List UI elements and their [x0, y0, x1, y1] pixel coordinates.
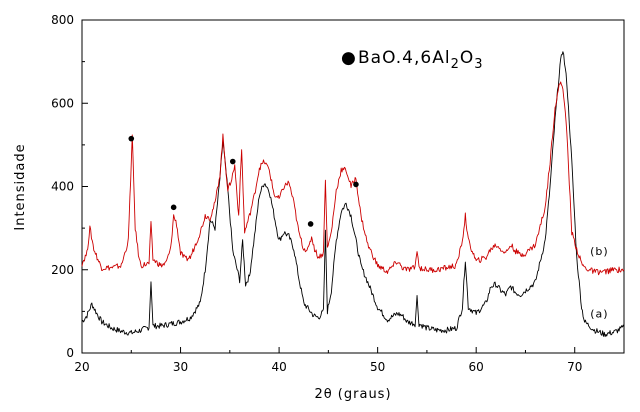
y-tick-label-3: 600 [51, 96, 74, 110]
peak-marker-2 [229, 158, 236, 165]
y-axis-title: Intensidade [13, 143, 28, 230]
x-axis: 20 30 40 50 60 70 [74, 347, 582, 374]
plot-frame [81, 19, 625, 354]
legend-subscript-1: 2 [451, 57, 460, 72]
legend-marker: ● [341, 48, 357, 68]
y-tick-label-0: 0 [66, 346, 74, 360]
legend: ● BaO.4,6Al2O3 [341, 48, 484, 72]
series-line-1 [81, 81, 625, 276]
peak-marker-4 [353, 181, 359, 188]
annotation-group [128, 135, 359, 227]
legend-label-main: BaO.4,6Al [358, 48, 451, 68]
peak-marker-0 [128, 135, 135, 142]
x-tick-label-2: 40 [271, 360, 286, 374]
peak-marker-1 [170, 204, 177, 211]
peak-marker-3 [307, 221, 314, 227]
series-group [81, 51, 625, 338]
x-tick-label-3: 50 [370, 360, 385, 374]
series-label-1: (a) [590, 308, 608, 321]
legend-label: BaO.4,6Al2O3 [358, 48, 484, 72]
series-labels: (b) (a) [590, 245, 609, 321]
x-tick-label-4: 60 [469, 360, 484, 374]
x-tick-label-1: 30 [173, 360, 188, 374]
y-tick-label-2: 400 [51, 180, 74, 194]
y-tick-label-1: 200 [51, 263, 74, 277]
plot-area [81, 19, 625, 354]
series-line-0 [81, 51, 625, 338]
x-tick-label-5: 70 [567, 360, 582, 374]
x-tick-label-0: 20 [74, 360, 89, 374]
series-label-0: (b) [590, 245, 609, 258]
legend-subscript-2: 3 [474, 57, 483, 72]
y-tick-label-4: 800 [51, 13, 74, 27]
x-axis-title: 2θ (graus) [314, 387, 391, 402]
y-axis: 0 200 400 600 800 [51, 13, 88, 360]
legend-label-mid: O [460, 48, 474, 68]
